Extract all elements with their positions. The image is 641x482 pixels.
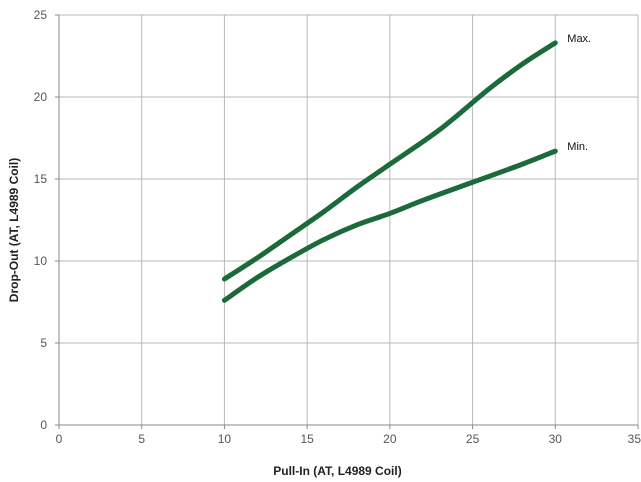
y-axis-title: Drop-Out (AT, L4989 Coil) [7,158,21,302]
x-tick-label: 5 [138,432,145,446]
series-label-min: Min. [567,141,588,153]
x-tick-label: 20 [383,432,397,446]
series-labels: Max. Min. [567,33,591,153]
y-tick-labels: 0 5 10 15 20 25 [34,8,48,432]
y-tick-label: 10 [34,254,48,268]
x-axis-title: Pull-In (AT, L4989 Coil) [273,464,401,478]
y-tick-label: 15 [34,172,48,186]
series-lines [221,40,558,303]
x-tick-label: 10 [218,432,232,446]
x-tick-label: 30 [549,432,563,446]
series-line-max [221,40,558,282]
x-tick-labels: 0 5 10 15 20 25 30 35 [56,432,641,446]
y-tick-label: 25 [34,8,48,22]
y-tick-label: 5 [40,336,47,350]
series-label-max: Max. [567,33,591,45]
grid-lines [59,14,639,425]
x-tick-label: 35 [628,432,641,446]
y-tick-label: 0 [40,418,47,432]
y-tick-label: 20 [34,90,48,104]
axes [55,14,639,429]
x-tick-label: 15 [300,432,314,446]
x-tick-label: 25 [466,432,480,446]
x-tick-label: 0 [56,432,63,446]
series-line-min [221,148,558,303]
